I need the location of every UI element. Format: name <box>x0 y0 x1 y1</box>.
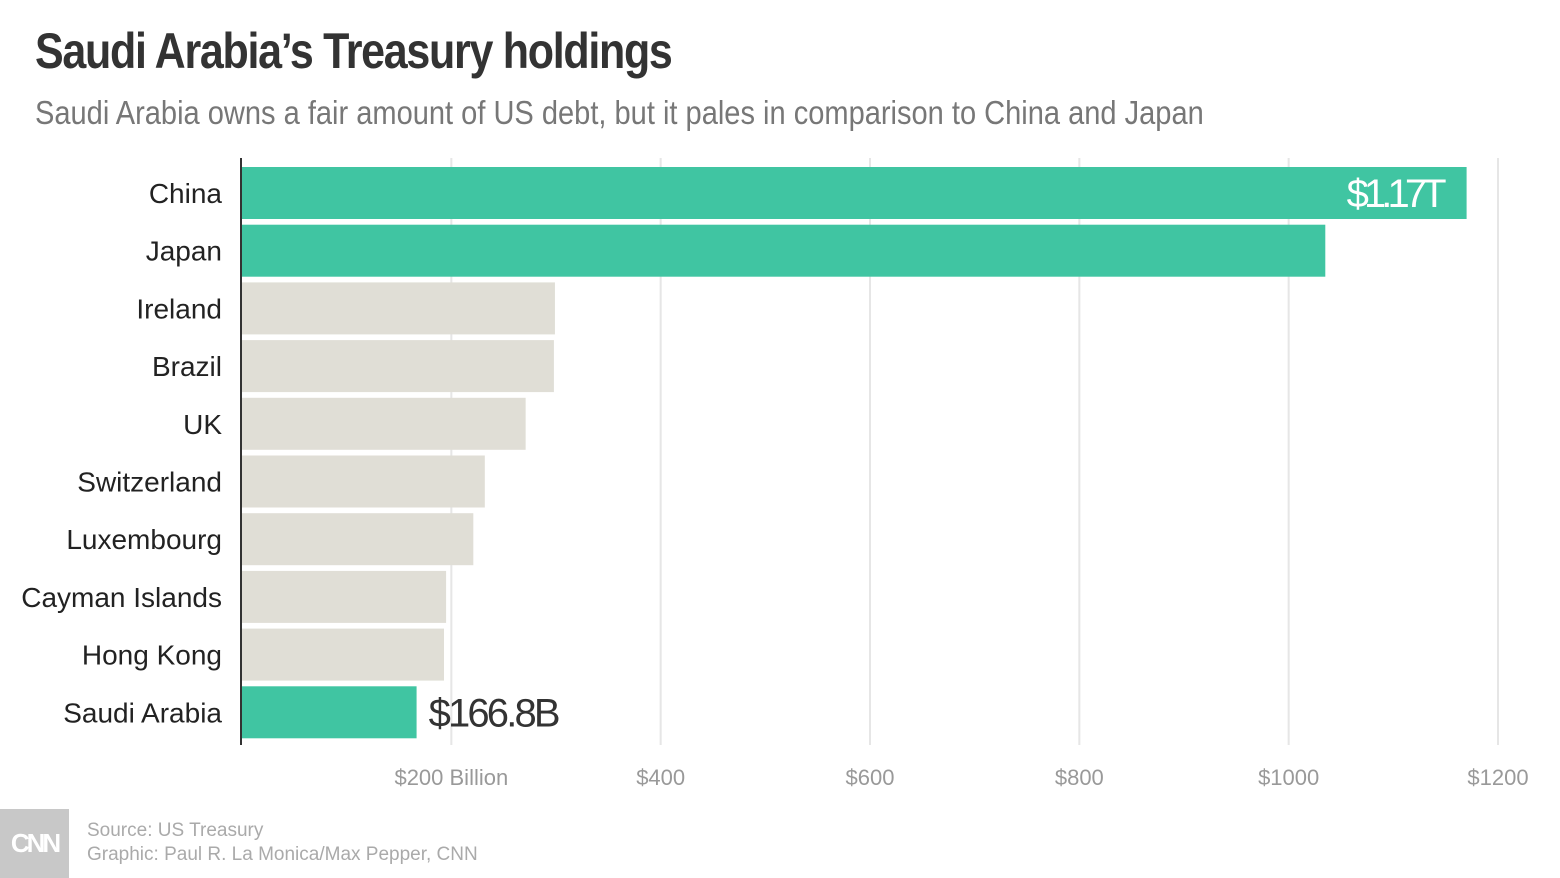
bar-chart: $200 Billion $400 $600 $800 $1000 $1200 China $… <box>21 158 1529 790</box>
bar-hong-kong <box>242 628 445 681</box>
y-category-label: Saudi Arabia <box>63 697 222 728</box>
bar-china <box>242 167 1467 219</box>
y-category-label: Cayman Islands <box>21 582 222 613</box>
data-label: $1.17T <box>1347 172 1447 216</box>
x-tick-label: $400 <box>636 765 685 790</box>
chart-title: Saudi Arabia’s Treasury holdings <box>35 23 673 79</box>
bar-switzerland <box>242 455 485 508</box>
bar-luxembourg <box>242 513 474 566</box>
y-category-label: Brazil <box>152 351 222 382</box>
data-label: $166.8B <box>429 691 561 735</box>
x-tick-label: $1200 <box>1467 765 1528 790</box>
y-category-label: Hong Kong <box>82 640 222 671</box>
bar-japan <box>242 224 1326 277</box>
bar-saudi-arabia <box>242 686 417 739</box>
y-category-label: Luxembourg <box>66 524 222 555</box>
y-category-label: China <box>149 178 223 209</box>
y-category-label: Switzerland <box>77 467 222 498</box>
cnn-logo: CNN <box>0 809 69 878</box>
x-tick-label: $200 Billion <box>394 765 508 790</box>
chart-subtitle: Saudi Arabia owns a fair amount of US de… <box>35 94 1204 131</box>
bar-ireland <box>242 282 555 335</box>
bar-cayman-islands <box>242 570 447 623</box>
y-category-label: Japan <box>146 236 222 267</box>
x-tick-label: $800 <box>1055 765 1104 790</box>
logo-text: CNN <box>10 828 61 858</box>
bar-brazil <box>242 340 554 393</box>
x-tick-label: $1000 <box>1258 765 1319 790</box>
credit-text: Graphic: Paul R. La Monica/Max Pepper, C… <box>87 844 478 865</box>
y-category-label: UK <box>183 409 222 440</box>
bar-uk <box>242 397 526 450</box>
y-category-label: Ireland <box>136 293 222 324</box>
source-text: Source: US Treasury <box>87 820 264 841</box>
x-tick-label: $600 <box>846 765 895 790</box>
